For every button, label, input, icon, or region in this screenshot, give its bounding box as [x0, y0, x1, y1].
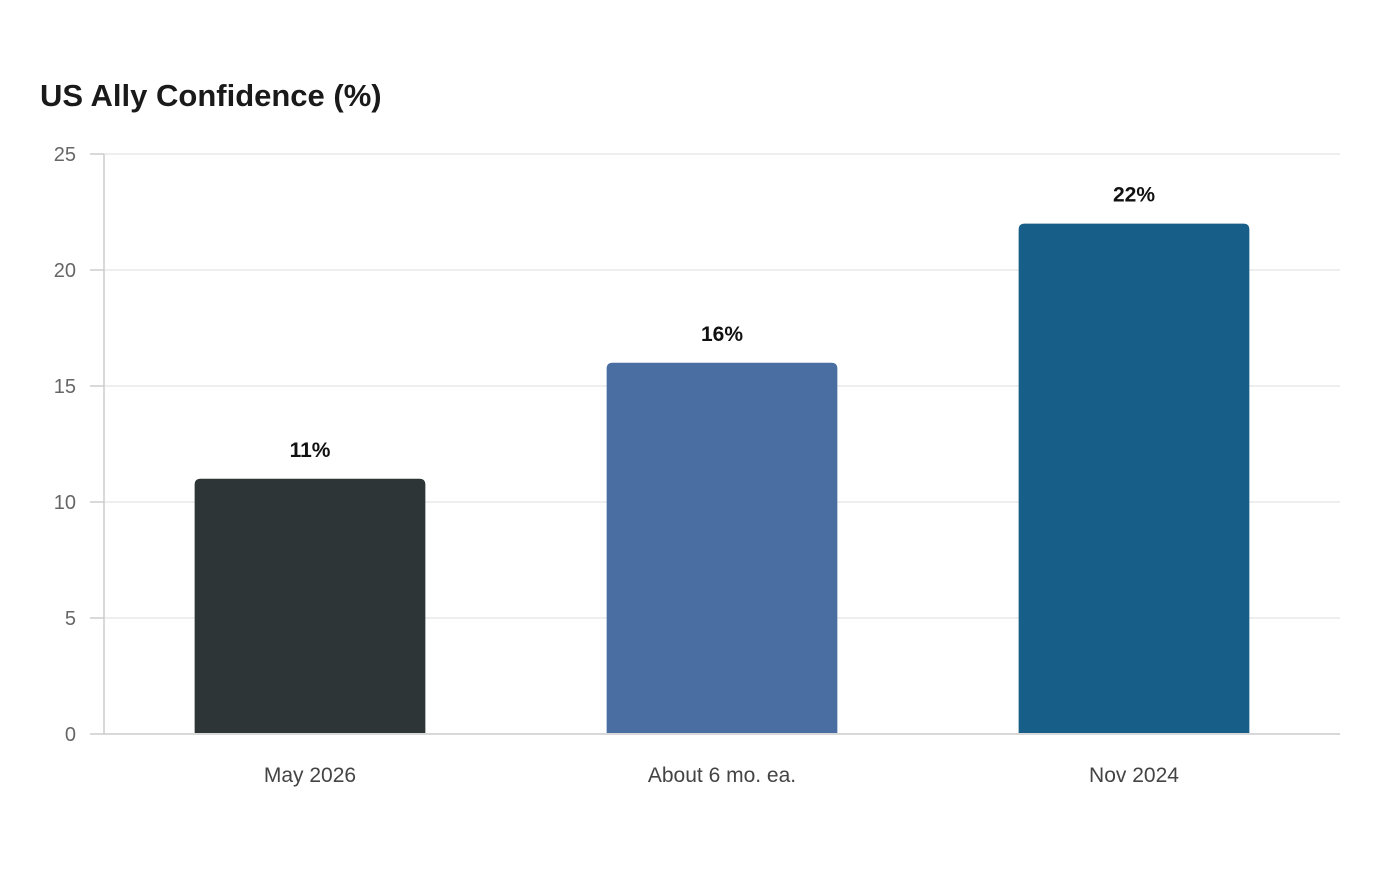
x-category-label: About 6 mo. ea.	[648, 764, 796, 787]
x-category-label: Nov 2024	[1089, 764, 1179, 787]
x-axis-labels: May 2026 About 6 mo. ea. Nov 2024	[264, 764, 1179, 787]
chart-title: US Ally Confidence (%)	[40, 78, 382, 113]
bar	[1018, 223, 1250, 733]
bar	[606, 362, 838, 733]
axes	[103, 154, 1340, 735]
bar	[194, 478, 426, 733]
bar-value-label: 11%	[290, 439, 331, 462]
bars	[194, 223, 1250, 733]
bar-value-label: 22%	[1113, 184, 1155, 207]
y-axis-ticks: 0 5 10 15 20 25	[54, 144, 104, 746]
y-tick-label: 20	[54, 260, 76, 282]
bar-value-label: 16%	[701, 323, 743, 346]
y-tick-label: 5	[65, 608, 76, 630]
data-labels: 11% 16% 22%	[290, 184, 1156, 462]
x-category-label: May 2026	[264, 764, 356, 787]
y-tick-label: 0	[65, 724, 76, 746]
y-tick-label: 25	[54, 144, 76, 166]
y-tick-label: 10	[54, 492, 76, 514]
y-tick-label: 15	[54, 376, 76, 398]
